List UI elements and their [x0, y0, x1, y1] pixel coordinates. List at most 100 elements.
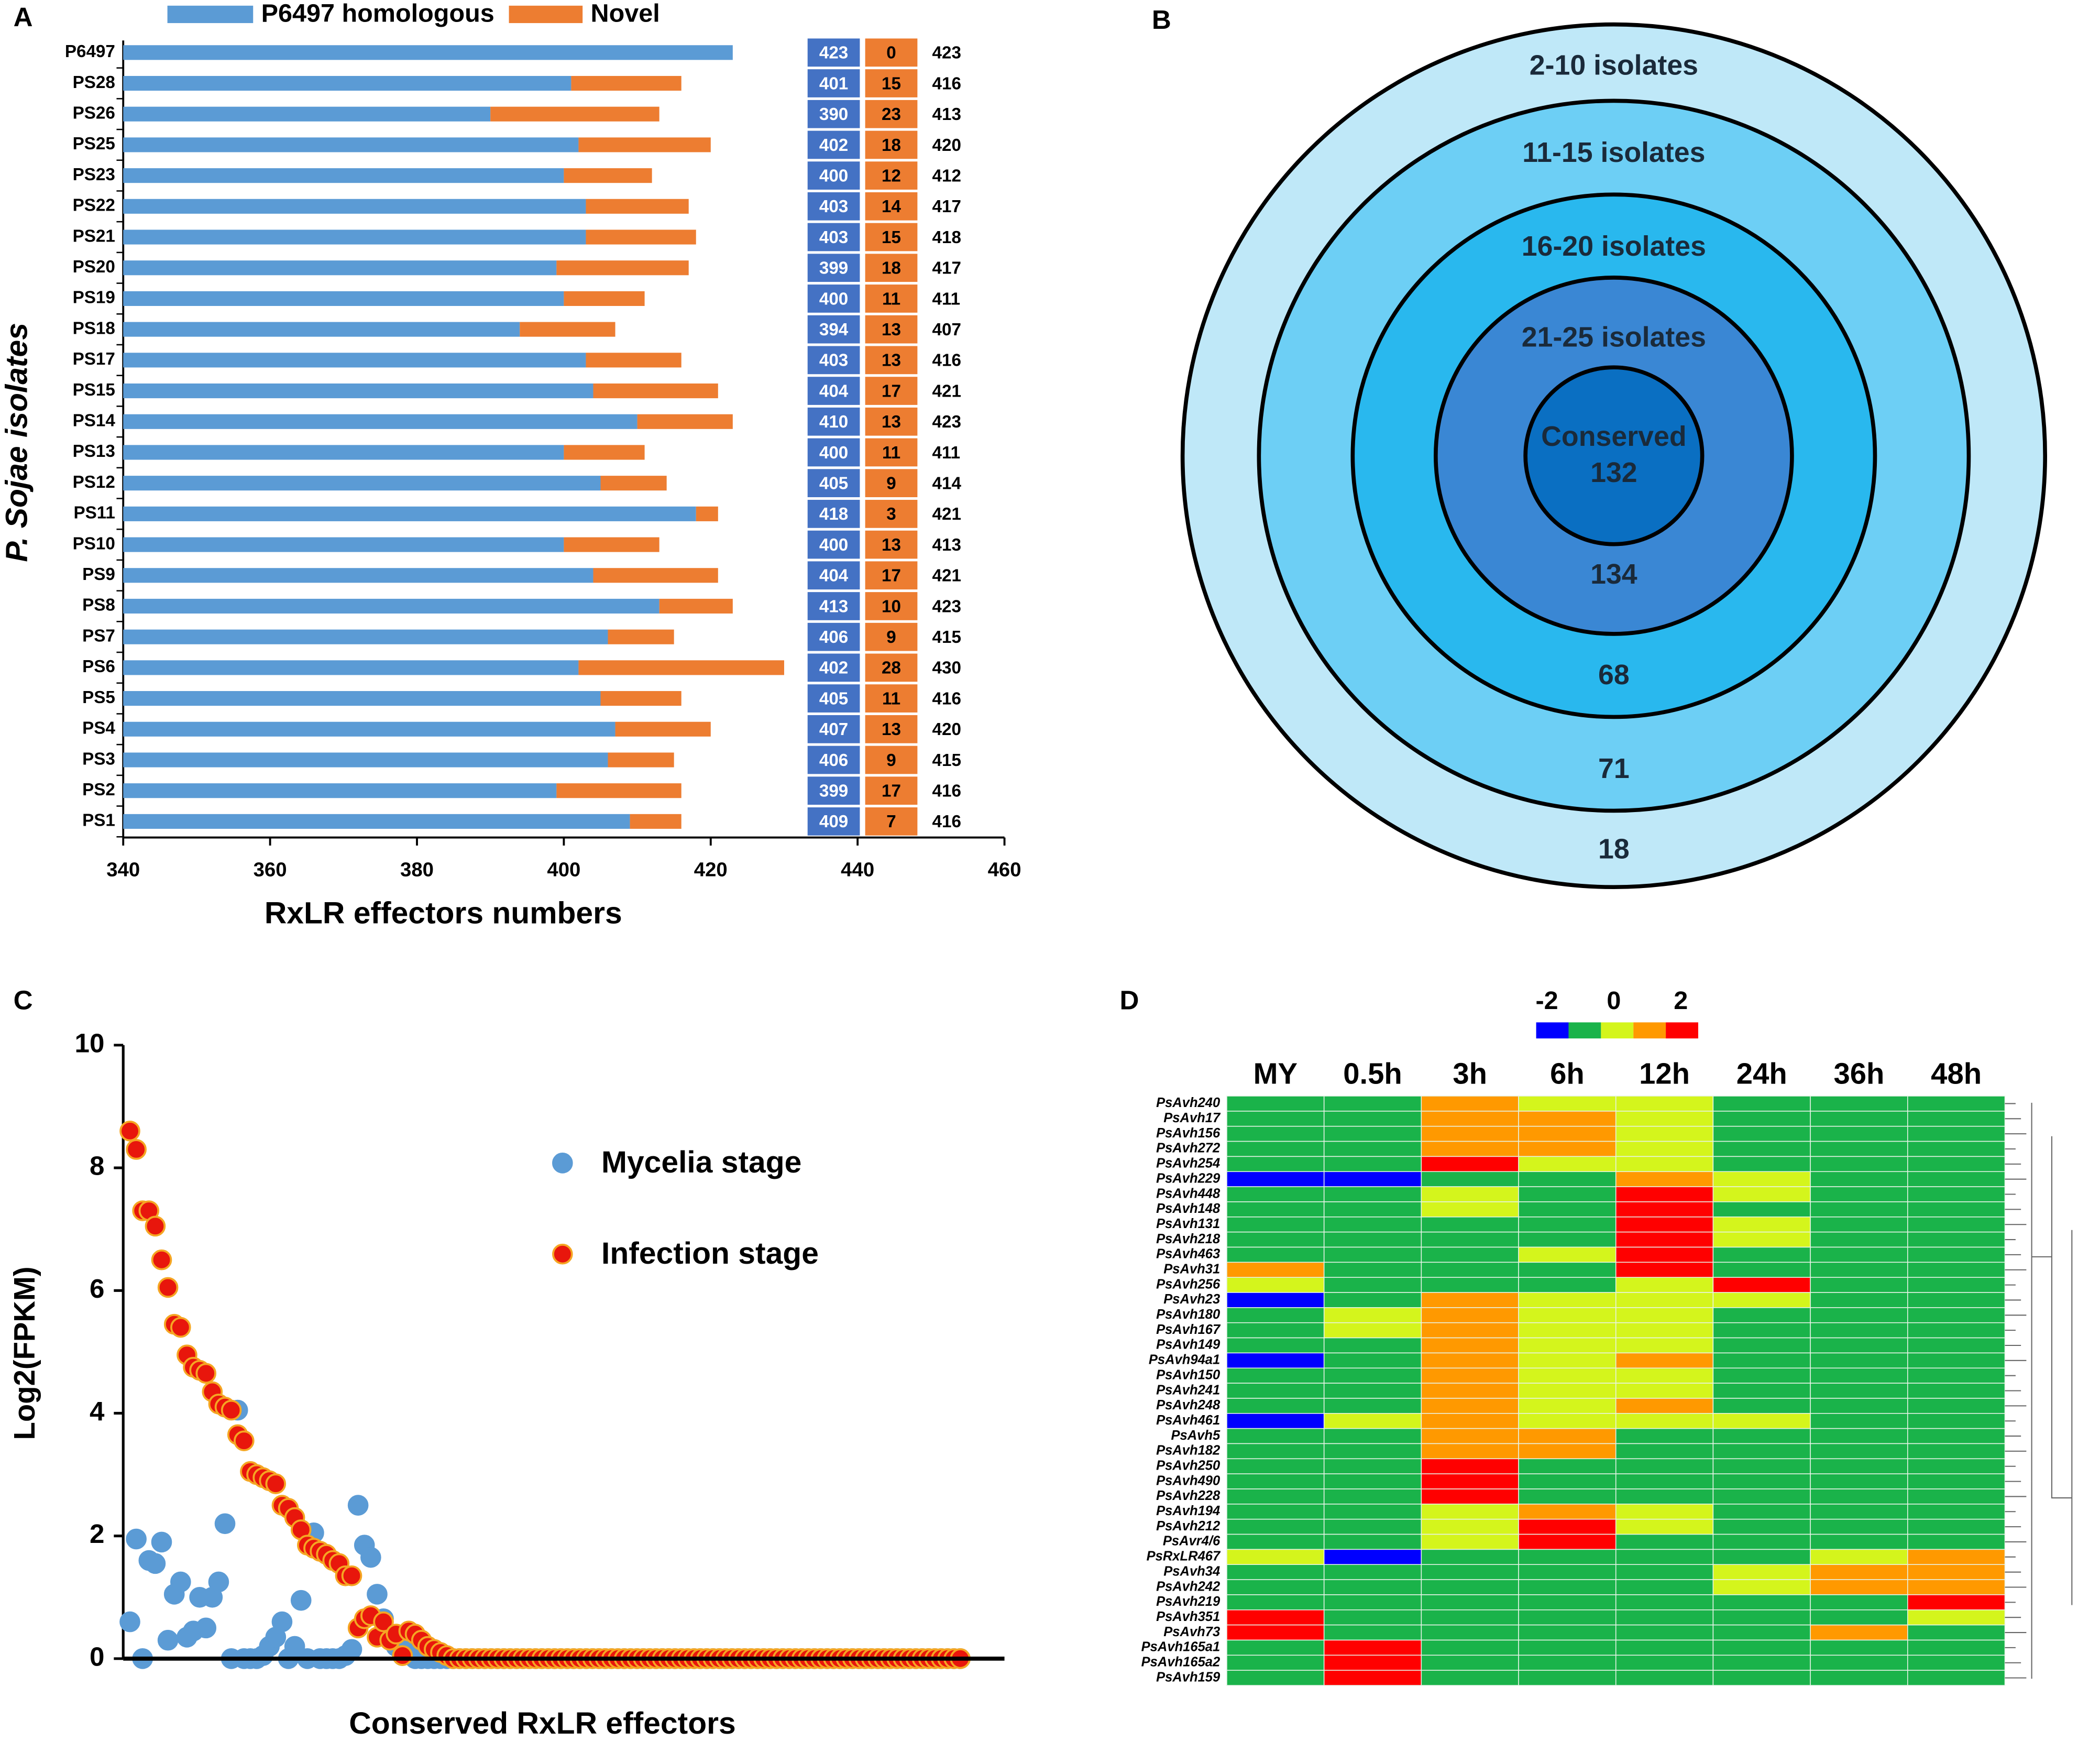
heat-cell	[1323, 1292, 1422, 1308]
heat-cell	[1810, 1398, 1908, 1414]
bar-segment	[608, 629, 674, 644]
row-label: PsRxLR467	[1147, 1549, 1221, 1564]
table-cell	[865, 715, 918, 743]
heat-cell	[1421, 1156, 1519, 1173]
bar-segment	[123, 537, 564, 552]
point	[234, 1430, 255, 1451]
point	[126, 1528, 147, 1550]
y-tick-label: 8	[90, 1151, 104, 1181]
heat-cell	[1323, 1488, 1422, 1505]
heat-cell	[1323, 1594, 1422, 1610]
table-value: 7	[886, 812, 896, 831]
heat-cell	[1810, 1383, 1908, 1399]
heat-cell	[1421, 1367, 1519, 1384]
table-value: 406	[819, 628, 848, 647]
heat-cell	[1421, 1217, 1519, 1233]
heat-cell	[1712, 1533, 1811, 1550]
heat-cell	[1907, 1156, 2006, 1173]
colorbar-segment	[1601, 1022, 1634, 1039]
heat-cell	[1421, 1458, 1519, 1474]
table-cell	[807, 346, 860, 375]
row-label: PsAvh219	[1156, 1594, 1221, 1609]
y-tick-label: 0	[90, 1641, 104, 1671]
table-cell	[865, 807, 918, 836]
heat-cell	[1810, 1670, 1908, 1686]
table-value: 407	[819, 720, 848, 739]
ring-label: 11-15 isolates	[1522, 137, 1705, 168]
x-tick-label: 340	[106, 859, 140, 881]
panel-letter: B	[1152, 5, 1171, 35]
heat-cell	[1518, 1246, 1617, 1263]
table-value: 17	[882, 782, 901, 801]
heat-cell	[1226, 1262, 1325, 1278]
table-value: 9	[886, 628, 896, 647]
bar-segment	[123, 414, 637, 429]
heat-cell	[1421, 1111, 1519, 1127]
heat-cell	[1810, 1337, 1908, 1354]
heat-cell	[1421, 1564, 1519, 1580]
heat-cell	[1323, 1307, 1422, 1323]
point	[151, 1249, 172, 1270]
point	[157, 1629, 179, 1651]
heat-cell	[1518, 1262, 1617, 1278]
heat-cell	[1712, 1125, 1811, 1142]
y-tick-label: PS8	[82, 596, 115, 615]
row-label: PsAvh254	[1156, 1156, 1220, 1171]
colorbar-label: 0	[1607, 987, 1621, 1015]
heat-cell	[1810, 1262, 1908, 1278]
heat-cell	[1907, 1231, 2006, 1248]
heat-cell	[1615, 1564, 1714, 1580]
heat-cell	[1615, 1292, 1714, 1308]
heat-cell	[1323, 1428, 1422, 1444]
heat-cell	[1907, 1277, 2006, 1293]
ring	[1523, 365, 1705, 546]
heat-cell	[1421, 1201, 1519, 1218]
heat-cell	[1712, 1337, 1811, 1354]
heat-cell	[1810, 1367, 1908, 1384]
heat-cell	[1712, 1594, 1811, 1610]
heat-cell	[1810, 1504, 1908, 1520]
heat-cell	[1712, 1367, 1811, 1384]
row-label: PsAvh194	[1156, 1504, 1220, 1518]
point	[119, 1121, 140, 1142]
row-label: PsAvh182	[1156, 1443, 1220, 1458]
heat-cell	[1712, 1262, 1811, 1278]
heat-cell	[1323, 1639, 1422, 1656]
heat-cell	[1615, 1594, 1714, 1610]
heat-cell	[1907, 1549, 2006, 1565]
row-label: PsAvh149	[1156, 1338, 1221, 1352]
heat-cell	[1907, 1095, 2006, 1112]
table-value: 9	[886, 751, 896, 770]
heat-cell	[1421, 1398, 1519, 1414]
heat-cell	[1323, 1579, 1422, 1595]
x-tick-label: 460	[988, 859, 1021, 881]
heat-cell	[1810, 1292, 1908, 1308]
heat-cell	[1323, 1624, 1422, 1641]
heat-cell	[1810, 1141, 1908, 1157]
table-cell	[807, 254, 860, 282]
table-value: 403	[819, 351, 848, 370]
y-tick-label: 2	[90, 1519, 104, 1549]
table-cell	[865, 377, 918, 405]
table-cell	[865, 346, 918, 375]
heat-cell	[1421, 1383, 1519, 1399]
heat-cell	[1226, 1564, 1325, 1580]
table-cell	[865, 315, 918, 344]
table-cell	[807, 284, 860, 313]
table-cell	[807, 469, 860, 498]
point	[214, 1513, 236, 1535]
heat-cell	[1226, 1488, 1325, 1505]
heat-cell	[1712, 1443, 1811, 1460]
bar-segment	[578, 137, 711, 152]
heat-cell	[1615, 1579, 1714, 1595]
heat-cell	[1226, 1549, 1325, 1565]
heat-cell	[1421, 1171, 1519, 1187]
heat-cell	[1907, 1352, 2006, 1369]
heat-cell	[1323, 1201, 1422, 1218]
heat-cell	[1712, 1111, 1811, 1127]
heat-cell	[1226, 1579, 1325, 1595]
heat-cell	[1615, 1322, 1714, 1339]
table-cell	[807, 407, 860, 436]
heat-cell	[1226, 1383, 1325, 1399]
heat-cell	[1907, 1428, 2006, 1444]
